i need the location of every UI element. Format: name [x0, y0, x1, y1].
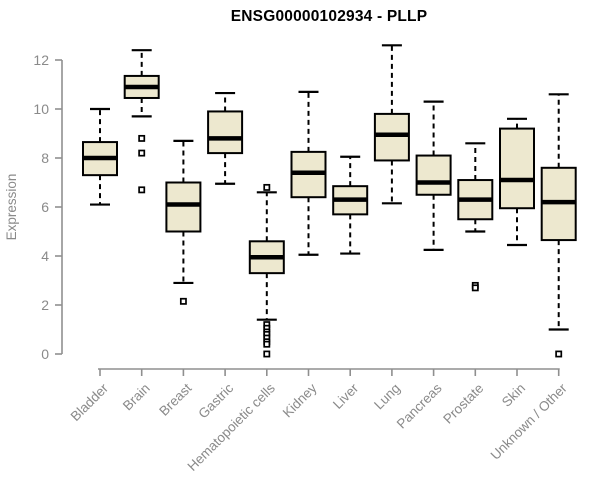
x-category-label-pancreas: Pancreas: [394, 380, 445, 431]
y-tick-label-2: 2: [41, 297, 49, 313]
outlier-brain: [138, 134, 146, 142]
outlier-hematopoietic-cells: [263, 183, 271, 191]
x-category-label-unknown-other: Unknown / Other: [488, 380, 571, 463]
box-lung: [373, 112, 410, 162]
box-skin: [499, 127, 535, 210]
x-category-label-lung: Lung: [371, 381, 403, 413]
outlier-breast: [179, 297, 187, 305]
y-tick-label-4: 4: [41, 248, 49, 264]
x-category-label-bladder: Bladder: [68, 380, 112, 424]
box-pancreas: [415, 154, 452, 196]
y-axis-title: Expression: [4, 174, 19, 241]
x-category-label-brain: Brain: [120, 381, 153, 414]
chart-title: ENSG00000102934 - PLLP: [230, 8, 428, 25]
y-tick-label-0: 0: [41, 346, 49, 362]
y-tick-label-6: 6: [41, 199, 49, 215]
x-category-label-skin: Skin: [499, 381, 528, 410]
x-category-label-liver: Liver: [330, 380, 362, 412]
box-breast: [165, 181, 202, 233]
y-tick-label-12: 12: [33, 52, 49, 68]
x-category-label-prostate: Prostate: [440, 381, 486, 427]
outlier-hematopoietic-cells: [263, 350, 271, 358]
outlier-brain: [138, 149, 146, 157]
outlier-prostate: [471, 284, 479, 292]
x-category-label-breast: Breast: [156, 380, 194, 418]
box-gastric: [207, 110, 244, 155]
y-tick-label-10: 10: [33, 101, 49, 117]
outlier-brain: [138, 186, 146, 194]
outlier-hematopoietic-cells: [263, 340, 271, 348]
x-category-label-gastric: Gastric: [195, 380, 236, 421]
x-category-label-kidney: Kidney: [280, 380, 320, 420]
outlier-unknown-other: [555, 350, 563, 358]
y-tick-label-8: 8: [41, 150, 49, 166]
